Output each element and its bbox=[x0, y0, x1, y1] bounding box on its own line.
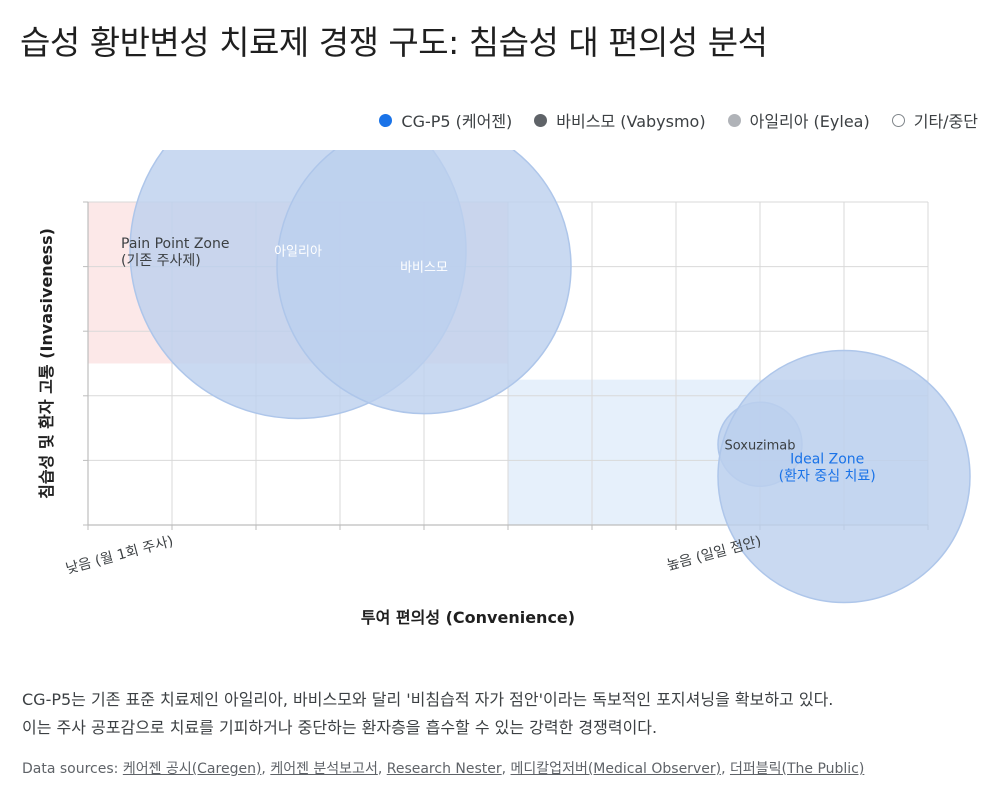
source-link[interactable]: 메디칼업저버(Medical Observer) bbox=[510, 761, 722, 777]
y-axis-title: 침습성 및 환자 고통 (Invasiveness) bbox=[37, 228, 56, 499]
legend-label: 아일리아 (Eylea) bbox=[749, 112, 870, 131]
legend-marker-icon bbox=[379, 113, 393, 127]
zone-label: Ideal Zone bbox=[790, 452, 864, 468]
legend-item: CG-P5 (케어젠) bbox=[379, 108, 512, 132]
zone-label: Pain Point Zone bbox=[121, 236, 229, 252]
data-sources: Data sources: 케어젠 공시(Caregen), 케어젠 분석보고서… bbox=[22, 761, 865, 777]
x-axis-title: 투여 편의성 (Convenience) bbox=[361, 608, 575, 627]
bubble-label: 아일리아 bbox=[274, 244, 322, 259]
legend-label: CG-P5 (케어젠) bbox=[401, 112, 513, 131]
source-link[interactable]: Research Nester bbox=[386, 761, 502, 777]
x-tick-label: 낮음 (월 1회 주사) bbox=[64, 533, 175, 577]
legend-item: 바비스모 (Vabysmo) bbox=[534, 108, 706, 132]
source-link[interactable]: 더퍼블릭(The Public) bbox=[729, 761, 865, 777]
source-link[interactable]: 케어젠 공시(Caregen) bbox=[122, 761, 262, 777]
bubble-point bbox=[717, 349, 971, 604]
legend-marker-icon bbox=[534, 113, 548, 127]
chart-legend: CG-P5 (케어젠) 바비스모 (Vabysmo) 아일리아 (Eylea) 기타/… bbox=[379, 108, 978, 132]
legend-marker-icon bbox=[727, 113, 741, 127]
bubble-point bbox=[276, 150, 572, 415]
sources-label: Data sources: bbox=[22, 761, 119, 777]
bubble-label: 바비스모 bbox=[400, 261, 448, 276]
zone-label: (기존 주사제) bbox=[121, 253, 201, 269]
description-line-1: CG-P5는 기존 표준 치료제인 아일리아, 바비스모와 달리 '비침습적 자… bbox=[22, 690, 834, 709]
legend-item: 기타/중단 bbox=[891, 108, 978, 132]
legend-marker-icon bbox=[891, 113, 905, 127]
legend-label: 바비스모 (Vabysmo) bbox=[556, 112, 706, 131]
legend-label: 기타/중단 bbox=[913, 112, 978, 131]
zone-label: (환자 중심 치료) bbox=[779, 469, 876, 485]
description-line-2: 이는 주사 공포감으로 치료를 기피하거나 중단하는 환자층을 흡수할 수 있는… bbox=[22, 718, 658, 737]
chart-description: CG-P5는 기존 표준 치료제인 아일리아, 바비스모와 달리 '비침습적 자… bbox=[22, 686, 982, 742]
bubble-label: Soxuzimab bbox=[724, 438, 795, 453]
legend-item: 아일리아 (Eylea) bbox=[727, 108, 870, 132]
source-link[interactable]: 케어젠 분석보고서 bbox=[270, 761, 378, 777]
page-title: 습성 황반변성 치료제 경쟁 구도: 침습성 대 편의성 분석 bbox=[20, 23, 768, 62]
